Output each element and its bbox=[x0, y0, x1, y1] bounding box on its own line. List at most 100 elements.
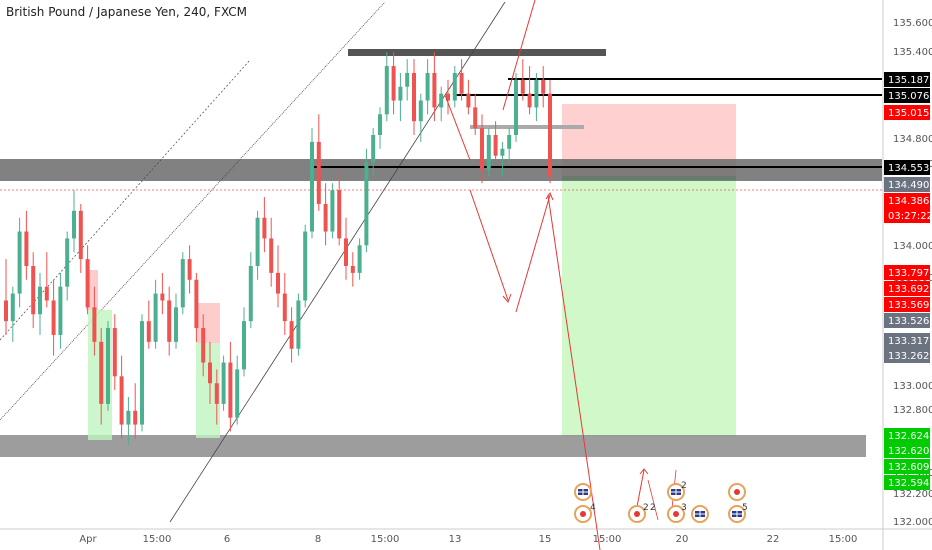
candle-body bbox=[85, 259, 90, 308]
economic-events[interactable]: 4 2 2 2 3 5 bbox=[574, 481, 748, 523]
candle-body bbox=[384, 66, 389, 115]
price-badge-label: 135.187 bbox=[888, 75, 929, 86]
candle-body bbox=[514, 79, 518, 135]
candle-body bbox=[548, 93, 552, 177]
event-dot-icon bbox=[628, 505, 646, 523]
price-badge bbox=[884, 88, 930, 103]
candle-body bbox=[140, 321, 144, 425]
candle-body bbox=[228, 362, 233, 418]
time-axis[interactable]: Apr 15:00 6 8 15:00 13 15 15:00 20 22 15:00 bbox=[79, 534, 857, 545]
price-badge bbox=[884, 297, 930, 312]
candle-body bbox=[44, 286, 49, 301]
highlight-pink-2 bbox=[196, 303, 220, 343]
candle-body bbox=[167, 300, 172, 342]
candle-body bbox=[452, 72, 457, 101]
price-badge-label: 134.386 bbox=[888, 196, 929, 207]
candle-body bbox=[153, 293, 158, 342]
price-badge bbox=[884, 475, 930, 490]
candle-body bbox=[446, 93, 450, 101]
candle-body bbox=[459, 72, 464, 94]
price-badge bbox=[884, 443, 930, 458]
candle-body bbox=[473, 107, 478, 129]
candle-body bbox=[303, 231, 308, 301]
time-tick-label: 20 bbox=[676, 534, 689, 545]
candle-body bbox=[38, 286, 42, 315]
price-badge-label: 132.620 bbox=[888, 446, 929, 457]
candle-body bbox=[364, 162, 369, 246]
price-tick-label: 133.000 bbox=[893, 381, 932, 392]
candle-body bbox=[112, 328, 117, 377]
candle-body bbox=[119, 376, 124, 425]
price-badge-label: 135.015 bbox=[888, 108, 929, 119]
candle-body bbox=[180, 259, 185, 308]
price-tick-label: 132.800 bbox=[893, 405, 932, 416]
price-badge bbox=[884, 459, 930, 474]
svg-text:3: 3 bbox=[681, 503, 687, 513]
channel-line-1 bbox=[0, 1, 386, 421]
price-badge bbox=[884, 177, 930, 192]
candle-body bbox=[10, 293, 15, 322]
candle-body bbox=[316, 141, 321, 204]
candle-body bbox=[201, 328, 206, 363]
price-badge-label: 132.624 bbox=[888, 431, 929, 442]
chart-title: British Pound / Japanese Yen, 240, FXCM bbox=[6, 5, 248, 19]
candle-body bbox=[296, 300, 301, 349]
candle-body bbox=[344, 238, 348, 266]
candle-body bbox=[371, 135, 376, 163]
candle-body bbox=[221, 362, 226, 404]
candle-body bbox=[255, 217, 260, 266]
svg-text:2: 2 bbox=[650, 503, 656, 513]
candle-body bbox=[17, 231, 22, 294]
price-badge bbox=[884, 428, 930, 443]
candle-body bbox=[160, 293, 165, 301]
candle-body bbox=[500, 148, 505, 156]
price-badge-label: 134.553 bbox=[888, 163, 929, 174]
candle-body bbox=[194, 279, 199, 329]
svg-text:5: 5 bbox=[742, 503, 748, 513]
price-badge-label: 135.076 bbox=[888, 91, 929, 102]
candle-body bbox=[282, 293, 287, 322]
candle-body bbox=[486, 135, 491, 170]
candle-body bbox=[337, 190, 342, 239]
svg-text:2: 2 bbox=[681, 481, 687, 491]
candle-body bbox=[480, 128, 484, 170]
candles bbox=[4, 52, 552, 446]
candle-body bbox=[4, 300, 8, 322]
candle-body bbox=[92, 307, 97, 342]
price-badge-label: 134.490 bbox=[888, 180, 929, 191]
candle-body bbox=[99, 341, 104, 404]
price-badge-label: 133.262 bbox=[888, 351, 929, 362]
price-tick-label: 132.000 bbox=[893, 517, 932, 528]
candle-body bbox=[412, 72, 416, 122]
time-tick-label: 13 bbox=[449, 534, 462, 545]
time-tick-label: 15:00 bbox=[143, 534, 172, 545]
svg-text:2: 2 bbox=[643, 503, 649, 513]
candle-body bbox=[65, 238, 70, 287]
uk-flag-icon bbox=[667, 483, 685, 501]
candle-body bbox=[439, 93, 444, 108]
price-badge bbox=[884, 105, 930, 120]
uk-flag-icon bbox=[691, 505, 709, 523]
price-tick-label: 134.000 bbox=[893, 241, 932, 252]
candle-body bbox=[214, 383, 219, 404]
candle-body bbox=[541, 79, 546, 94]
candle-body bbox=[146, 321, 151, 342]
channel-line-3 bbox=[0, 59, 251, 341]
time-tick-label: Apr bbox=[79, 534, 97, 545]
candle-body bbox=[425, 72, 430, 101]
price-badge bbox=[884, 281, 930, 296]
candle-body bbox=[187, 259, 192, 280]
time-tick-label: 6 bbox=[224, 534, 230, 545]
candle-body bbox=[507, 135, 512, 149]
candle-body bbox=[289, 321, 294, 349]
price-badge bbox=[884, 208, 930, 223]
candle-body bbox=[133, 410, 138, 425]
candle-body bbox=[269, 238, 274, 273]
time-tick-label: 15:00 bbox=[593, 534, 622, 545]
event-dot-icon bbox=[728, 483, 746, 501]
candle-body bbox=[330, 190, 335, 232]
time-tick-label: 15 bbox=[539, 534, 552, 545]
price-axis[interactable]: 135.600135.400134.800134.600134.000133.8… bbox=[884, 18, 932, 528]
time-tick-label: 22 bbox=[767, 534, 780, 545]
